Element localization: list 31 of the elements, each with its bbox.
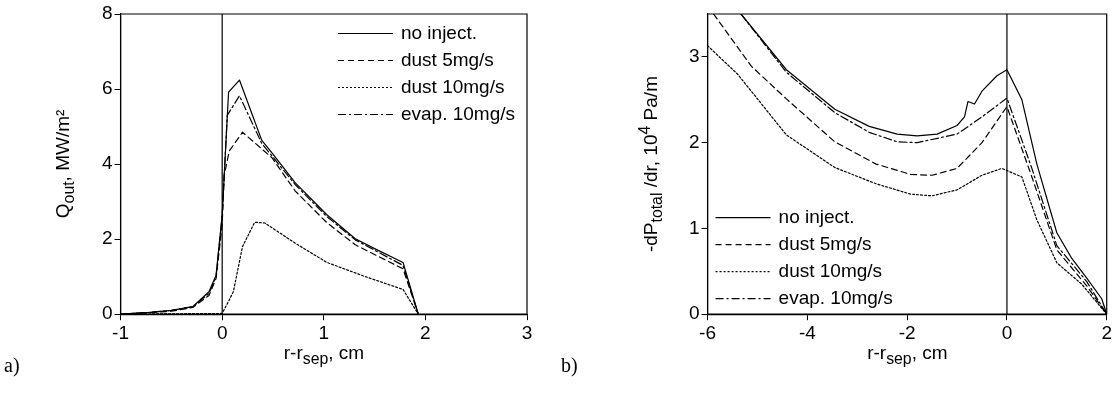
- x-axis-title: r-r$_{sep}$, cm: [867, 342, 948, 368]
- x-tick-label: -2: [898, 321, 916, 343]
- legend-label: no inject.: [778, 205, 855, 227]
- text: b): [561, 354, 578, 378]
- y-tick-label: 4: [101, 152, 113, 174]
- x-tick-label: 1: [318, 321, 330, 343]
- x-tick-label: 2: [420, 321, 431, 343]
- x-tick-label: 0: [1001, 321, 1013, 343]
- x-tick-label: 0: [216, 321, 228, 343]
- legend-label: dust 10mg/s: [778, 259, 883, 281]
- x-axis-title: r-r$_{sep}$, cm: [283, 342, 365, 368]
- y-tick-label: 1: [688, 216, 700, 238]
- y-tick-label: 0: [688, 302, 700, 324]
- legend-label: dust 10mg/s: [400, 75, 505, 97]
- y-tick-label: 0: [101, 302, 113, 324]
- legend-label: no inject.: [400, 21, 477, 43]
- y-tick-label: 6: [101, 77, 113, 99]
- x-tick-label: -4: [798, 321, 817, 343]
- x-tick-label: 2: [1101, 321, 1113, 343]
- y-tick-label: 8: [101, 2, 113, 24]
- text: a): [4, 354, 20, 378]
- x-tick-label: -1: [112, 321, 130, 343]
- legend-label: evap. 10mg/s: [778, 286, 893, 308]
- legend-label: dust 5mg/s: [778, 232, 872, 254]
- legend-label: dust 5mg/s: [400, 48, 494, 70]
- y-tick-label: 3: [688, 45, 700, 67]
- x-tick-label: 3: [521, 321, 533, 343]
- x-tick-label: -6: [699, 321, 717, 343]
- y-tick-label: 2: [688, 130, 700, 152]
- legend-label: evap. 10mg/s: [400, 102, 516, 124]
- y-tick-label: 2: [101, 227, 113, 249]
